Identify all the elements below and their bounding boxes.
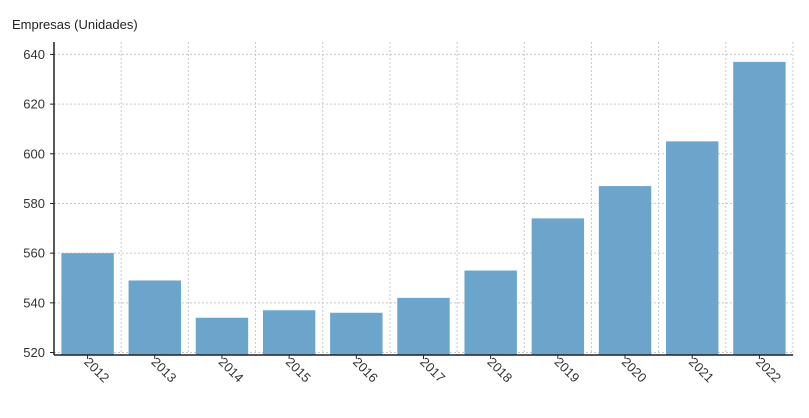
bar-2016 [330, 312, 383, 355]
bar-2014 [195, 317, 249, 355]
x-tick-label: 2017 [417, 354, 448, 385]
x-tick-label: 2016 [350, 354, 381, 385]
y-tick-label: 520 [23, 345, 45, 360]
bar-2020 [598, 186, 652, 355]
y-tick-label: 640 [23, 47, 45, 62]
bar-2018 [464, 270, 517, 355]
axes [50, 42, 793, 359]
bar-2019 [531, 218, 585, 355]
bars [61, 61, 786, 355]
x-tick-label: 2020 [619, 354, 650, 385]
x-tick-label: 2014 [216, 354, 247, 385]
bar-2021 [666, 141, 719, 355]
bar-2013 [128, 280, 181, 355]
bar-2015 [262, 310, 316, 355]
x-tick-label: 2018 [484, 354, 515, 385]
x-tick-label: 2015 [283, 354, 314, 385]
x-tick-label: 2013 [148, 354, 179, 385]
tick-labels: 520 540 560 580 600 620 640 2012 2013 2014 2015 201… [23, 47, 784, 385]
y-axis-title: Empresas (Unidades) [12, 17, 138, 32]
bar-2022 [733, 61, 786, 355]
x-tick-label: 2012 [81, 354, 112, 385]
x-tick-label: 2019 [552, 354, 583, 385]
y-tick-label: 580 [23, 196, 45, 211]
bar-2012 [61, 253, 114, 355]
bar-2017 [397, 297, 450, 355]
y-tick-label: 560 [23, 246, 45, 261]
x-tick-label: 2021 [686, 354, 717, 385]
y-tick-label: 620 [23, 97, 45, 112]
y-tick-label: 540 [23, 295, 45, 310]
y-tick-label: 600 [23, 146, 45, 161]
x-tick-label: 2022 [753, 354, 784, 385]
